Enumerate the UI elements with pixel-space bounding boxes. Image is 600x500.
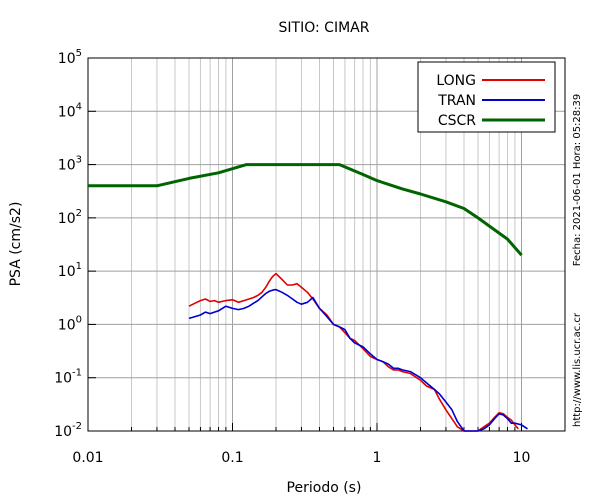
legend-label-cscr: CSCR (438, 113, 476, 129)
legend-label-tran: TRAN (437, 93, 476, 109)
x-tick-labels: 0.01 0.1 1 10 (72, 450, 530, 466)
y-tick-label: 10-1 (54, 368, 82, 387)
plot-area-frame (87, 57, 566, 432)
x-tick-label: 10 (513, 450, 531, 466)
legend: LONG TRAN CSCR (417, 61, 556, 133)
y-tick-label: 10-2 (54, 421, 82, 440)
legend-label-long: LONG (436, 73, 476, 89)
x-tick-label: 0.01 (72, 450, 103, 466)
x-tick-label: 1 (373, 450, 382, 466)
y-tick-label: 100 (58, 314, 82, 333)
timestamp-label: Fecha: 2021-06-01 Hora: 05:28:39 (572, 94, 583, 267)
x-tick-label: 0.1 (221, 450, 243, 466)
x-axis-label: Periodo (s) (287, 480, 362, 496)
chart-title: SITIO: CIMAR (279, 20, 370, 36)
series-line-cscr (88, 163, 523, 257)
grid-lines (88, 58, 565, 431)
series-line-long (188, 272, 519, 432)
y-tick-label: 105 (58, 48, 82, 67)
y-tick-label: 102 (58, 208, 82, 227)
y-tick-label: 101 (58, 261, 82, 280)
y-tick-labels: 10-2 10-1 100 101 102 103 104 105 (54, 48, 82, 440)
source-url-label: http://www.lis.ucr.ac.cr (572, 312, 583, 427)
y-tick-label: 103 (58, 155, 82, 174)
series-line-tran (188, 288, 528, 432)
y-tick-label: 104 (58, 101, 82, 120)
series-lines (88, 163, 528, 432)
y-axis-label: PSA (cm/s2) (8, 202, 24, 287)
